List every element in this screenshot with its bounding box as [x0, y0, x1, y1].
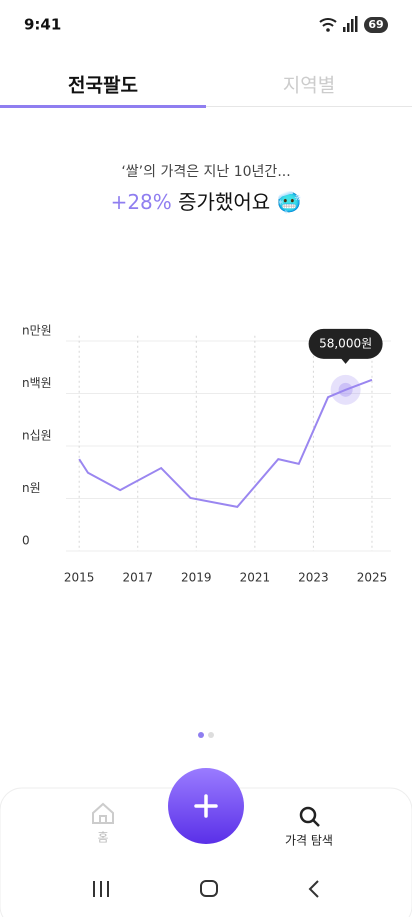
- status-time: 9:41: [24, 16, 61, 34]
- chart: 0 n원 n십원 n백원 n만원 2015 2017 2019 2021 2023 2025 58,0…: [22, 324, 391, 585]
- x-tick-label: 2025: [357, 571, 388, 585]
- x-tick-label: 2015: [64, 571, 95, 585]
- headline-subtitle: ‘쌀’의 가격은 지난 10년간...: [121, 164, 290, 180]
- search-icon-handle: [312, 819, 320, 827]
- headline-highlight: +28%: [111, 190, 172, 214]
- y-tick-label: n백원: [22, 376, 52, 390]
- nav-home[interactable]: 홈: [97, 831, 108, 845]
- nav-search[interactable]: 가격 탐색: [285, 834, 333, 848]
- y-tick-label: n원: [22, 481, 41, 495]
- headline-emoji: 🥶: [277, 190, 302, 214]
- page-dot-active: [198, 732, 204, 738]
- status-icons: [319, 16, 388, 33]
- tooltip-label: 58,000원: [319, 336, 372, 350]
- tooltip-box: [308, 328, 383, 359]
- y-tick-label: 0: [22, 534, 30, 548]
- point-halo: [330, 374, 361, 405]
- price-line: [78, 378, 373, 508]
- home-icon[interactable]: [92, 802, 114, 824]
- tab[interactable]: 지역별: [283, 75, 335, 97]
- x-tick-label: 2023: [298, 571, 329, 585]
- tab-active[interactable]: 전국팔도: [68, 75, 138, 97]
- headline-text: 증가했어요: [178, 190, 270, 214]
- y-tick-label: n십원: [22, 429, 52, 443]
- system-nav: [93, 880, 319, 898]
- x-tick-label: 2021: [240, 571, 271, 585]
- battery-level: 69: [368, 18, 383, 31]
- x-tick-label: 2019: [181, 571, 212, 585]
- x-tick-label: 2017: [122, 571, 153, 585]
- tab-indicator: [0, 105, 206, 108]
- point: [338, 382, 353, 397]
- search-icon[interactable]: [299, 806, 317, 824]
- add-icon: [194, 794, 218, 818]
- tooltip-arrow: [340, 357, 351, 364]
- y-tick-label: n만원: [22, 324, 52, 338]
- page-dot: [208, 732, 214, 738]
- headline: +28% 증가했어요 🥶: [111, 190, 302, 214]
